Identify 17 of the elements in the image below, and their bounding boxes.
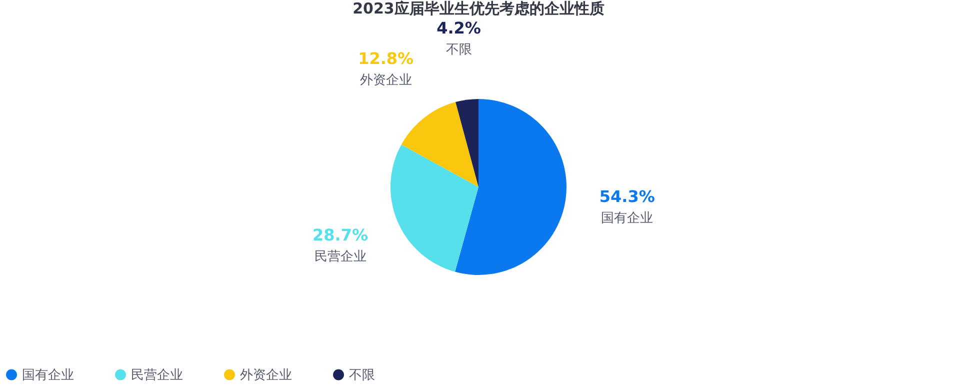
legend-label: 民营企业: [131, 368, 183, 383]
slice-label: 民营企业: [314, 249, 366, 264]
slice-label: 国有企业: [601, 211, 654, 226]
pie-slice: [390, 144, 478, 272]
data-label: 54.3%: [599, 187, 655, 206]
legend-label: 不限: [349, 368, 375, 383]
pie-slice: [456, 99, 478, 187]
data-label: 4.2%: [436, 18, 481, 38]
data-label: 12.8%: [358, 49, 414, 68]
slice-label: 外资企业: [360, 73, 412, 88]
chart-title: 2023应届毕业生优先考虑的企业性质: [352, 0, 604, 18]
data-label: 28.7%: [312, 225, 368, 244]
pie-slice: [455, 99, 566, 275]
legend-label: 国有企业: [22, 368, 74, 383]
legend-label: 外资企业: [240, 368, 292, 383]
slice-label: 不限: [446, 42, 472, 58]
pie-slice: [401, 102, 478, 187]
